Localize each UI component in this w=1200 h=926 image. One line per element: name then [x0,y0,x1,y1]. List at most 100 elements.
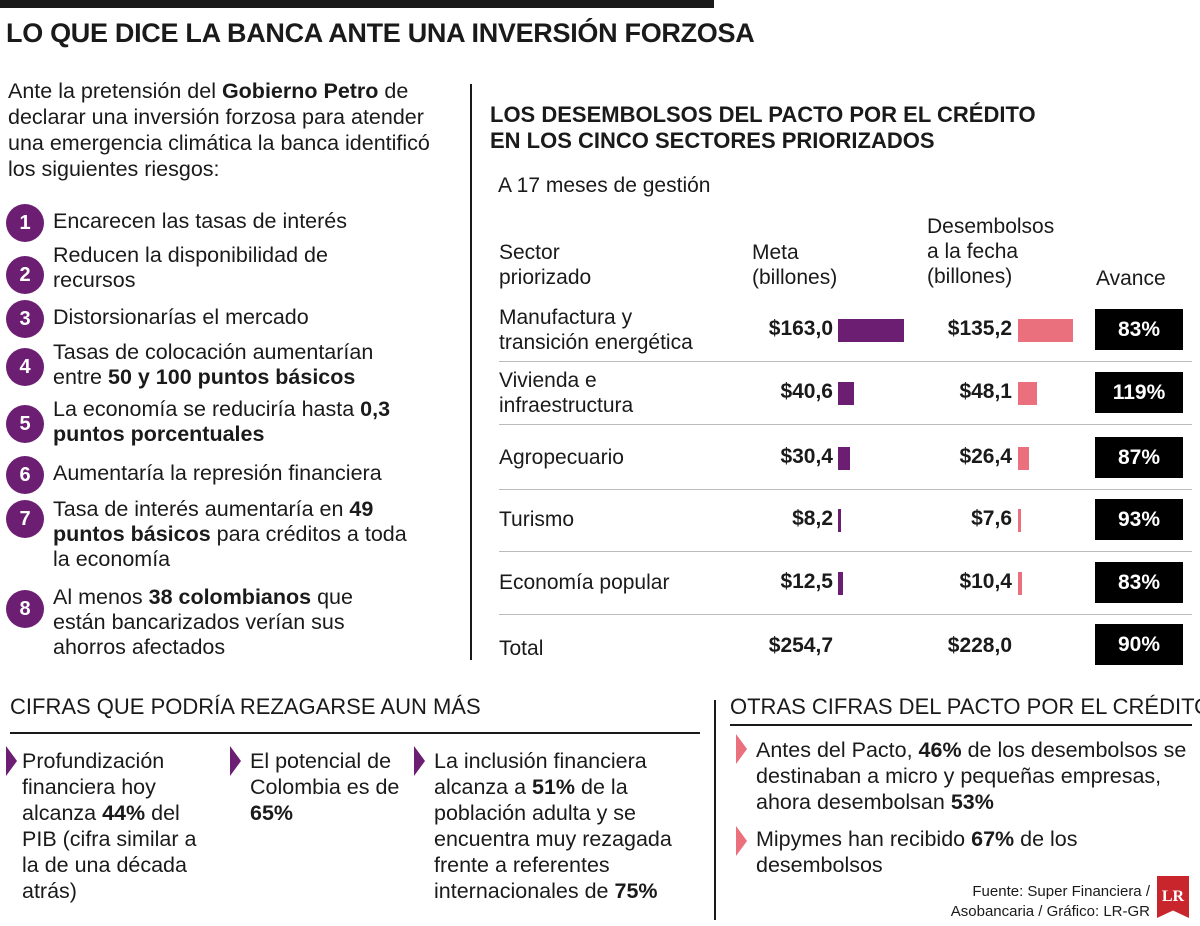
intro-text: Ante la pretensión del Gobierno Petro de… [8,78,438,182]
intro-bold: Gobierno Petro [221,79,379,103]
bullet-triangle-icon [6,746,17,776]
meta-value-label: $30,4 [780,445,833,468]
row-sector-line2: transición energética [499,331,693,354]
total-meta: $254,7 [768,634,833,657]
bullet-triangle-icon [230,746,241,776]
top-rule [0,0,714,8]
risk-text-a: Encarecen las tasas de interés [53,209,347,233]
desembolsos-value-label: $48,1 [959,380,1012,403]
risk-text-a: Reducen la disponibilidad de recursos [53,243,328,292]
risk-text-b: 38 colombianos [148,585,312,609]
cifra-item: La inclusión financiera alcanza a 51% de… [434,748,709,904]
row-separator [499,614,1192,615]
avance-badge: 93% [1095,499,1183,540]
chart-title-line1: LOS DESEMBOLSOS DEL PACTO POR EL CRÉDITO [490,102,1036,127]
risk-text: Reducen la disponibilidad de recursos [53,243,383,293]
meta-bar [838,509,841,532]
desembolsos-bar [1018,509,1021,532]
header-des-line2: a la fecha [927,240,1019,263]
lr-logo: LR [1157,876,1189,918]
desembolsos-bar [1018,447,1029,470]
avance-badge: 87% [1095,437,1183,478]
otra-d: 53% [950,790,994,814]
row-separator [499,424,1192,425]
cifras-title: CIFRAS QUE PODRÍA REZAGARSE AUN MÁS [10,694,481,719]
row-sector-line2: infraestructura [499,394,634,417]
risk-item: 3 Distorsionarías el mercado [6,300,451,338]
row-sector: Economía popular [499,570,669,595]
desembolsos-bar [1018,572,1022,595]
chart-title: LOS DESEMBOLSOS DEL PACTO POR EL CRÉDITO… [490,102,1036,154]
cifra-item: Profundización financiera hoy alcanza 44… [22,748,207,904]
risk-text-a: Tasa de interés aumentaría en [53,497,350,521]
risk-text: La economía se reduciría hasta 0,3 punto… [53,397,428,447]
row-separator [499,489,1192,490]
otra-b: 67% [971,827,1015,851]
cifra-c: de la población adulta y se encuentra mu… [434,775,672,903]
cifras-rule [10,732,700,734]
cifra-b: 65% [250,801,294,825]
risk-item: 6 Aumentaría la represión financiera [6,456,451,494]
desembolsos-value-label: $26,4 [959,445,1012,468]
meta-value-label: $12,5 [780,570,833,593]
risk-text: Distorsionarías el mercado [53,300,309,330]
meta-bar [838,319,904,342]
desembolsos-value-label: $7,6 [971,507,1012,530]
risk-text-b: 0,3 puntos porcentuales [53,397,391,446]
risk-text-a: Aumentaría la represión financiera [53,461,382,485]
row-separator [499,361,1192,362]
cifra-a: Profundización financiera hoy alcanza [22,749,165,825]
risk-item: 4 Tasas de colocación aumentarían entre … [6,340,451,390]
risk-item: 2 Reducen la disponibilidad de recursos [6,243,451,294]
risk-text: Al menos 38 colombianos que están bancar… [53,585,398,660]
meta-value-label: $40,6 [780,380,833,403]
risk-text-c: que están bancarizados verían sus ahorro… [53,585,353,659]
header-sector: Sector priorizado [499,240,591,290]
total-avance-badge: 90% [1095,624,1183,665]
header-des-line1: Desembolsos [927,215,1055,238]
risk-text-a: Tasas de colocación aumentarían entre [53,340,374,389]
meta-value-label: $8,2 [792,507,833,530]
source-line2: Asobancaria / Gráfico: LR-GR [950,903,1150,920]
header-meta-line1: Meta [752,241,799,264]
cifra-b: 51% [532,775,576,799]
column-divider [470,84,472,660]
bullet-triangle-icon [414,746,425,776]
otras-title: OTRAS CIFRAS DEL PACTO POR EL CRÉDITO [730,694,1200,719]
risk-number: 3 [6,300,44,338]
row-sector-line1: Turismo [499,508,575,531]
risk-text-c: para créditos a toda la economía [53,522,407,571]
cifra-item: El potencial de Colombia es de 65% [250,748,400,826]
risk-item: 8 Al menos 38 colombianos que están banc… [6,585,451,660]
risk-number: 1 [6,204,44,242]
header-sector-line2: priorizado [499,266,592,289]
risk-text: Encarecen las tasas de interés [53,204,347,234]
desembolsos-bar [1018,382,1037,405]
risk-text: Tasas de colocación aumentarían entre 50… [53,340,413,390]
header-meta-line2: (billones) [752,266,838,289]
header-desembolsos: Desembolsos a la fecha (billones) [927,214,1054,289]
risk-text-b: 49 puntos básicos [53,497,374,546]
otra-a: Mipymes han recibido [756,827,972,851]
source-line1: Fuente: Super Financiera / [972,883,1150,900]
row-sector-line1: Manufactura y [499,306,633,329]
risk-number: 6 [6,456,44,494]
otra-item: Antes del Pacto, 46% de los desembolsos … [756,737,1196,815]
intro-post: de declarar una inversión forzosa para a… [8,79,430,181]
avance-badge: 119% [1095,372,1183,413]
header-sector-line1: Sector [499,241,560,264]
row-sector: Manufactura y transición energética [499,305,693,355]
risk-number: 7 [6,500,44,538]
meta-bar [838,572,843,595]
desembolsos-value-label: $10,4 [959,570,1012,593]
meta-value-label: $163,0 [768,317,833,340]
cifra-a: El potencial de Colombia es de [250,749,400,799]
risk-number: 4 [6,348,44,386]
bullet-triangle-icon [736,734,747,764]
header-meta: Meta (billones) [752,240,837,290]
bullet-triangle-icon [736,826,747,856]
otra-c: de los desembolsos [756,827,1078,877]
risk-text: Aumentaría la represión financiera [53,456,382,486]
chart-title-line2: EN LOS CINCO SECTORES PRIORIZADOS [490,128,935,153]
risk-text-b: 50 y 100 puntos básicos [107,365,356,389]
